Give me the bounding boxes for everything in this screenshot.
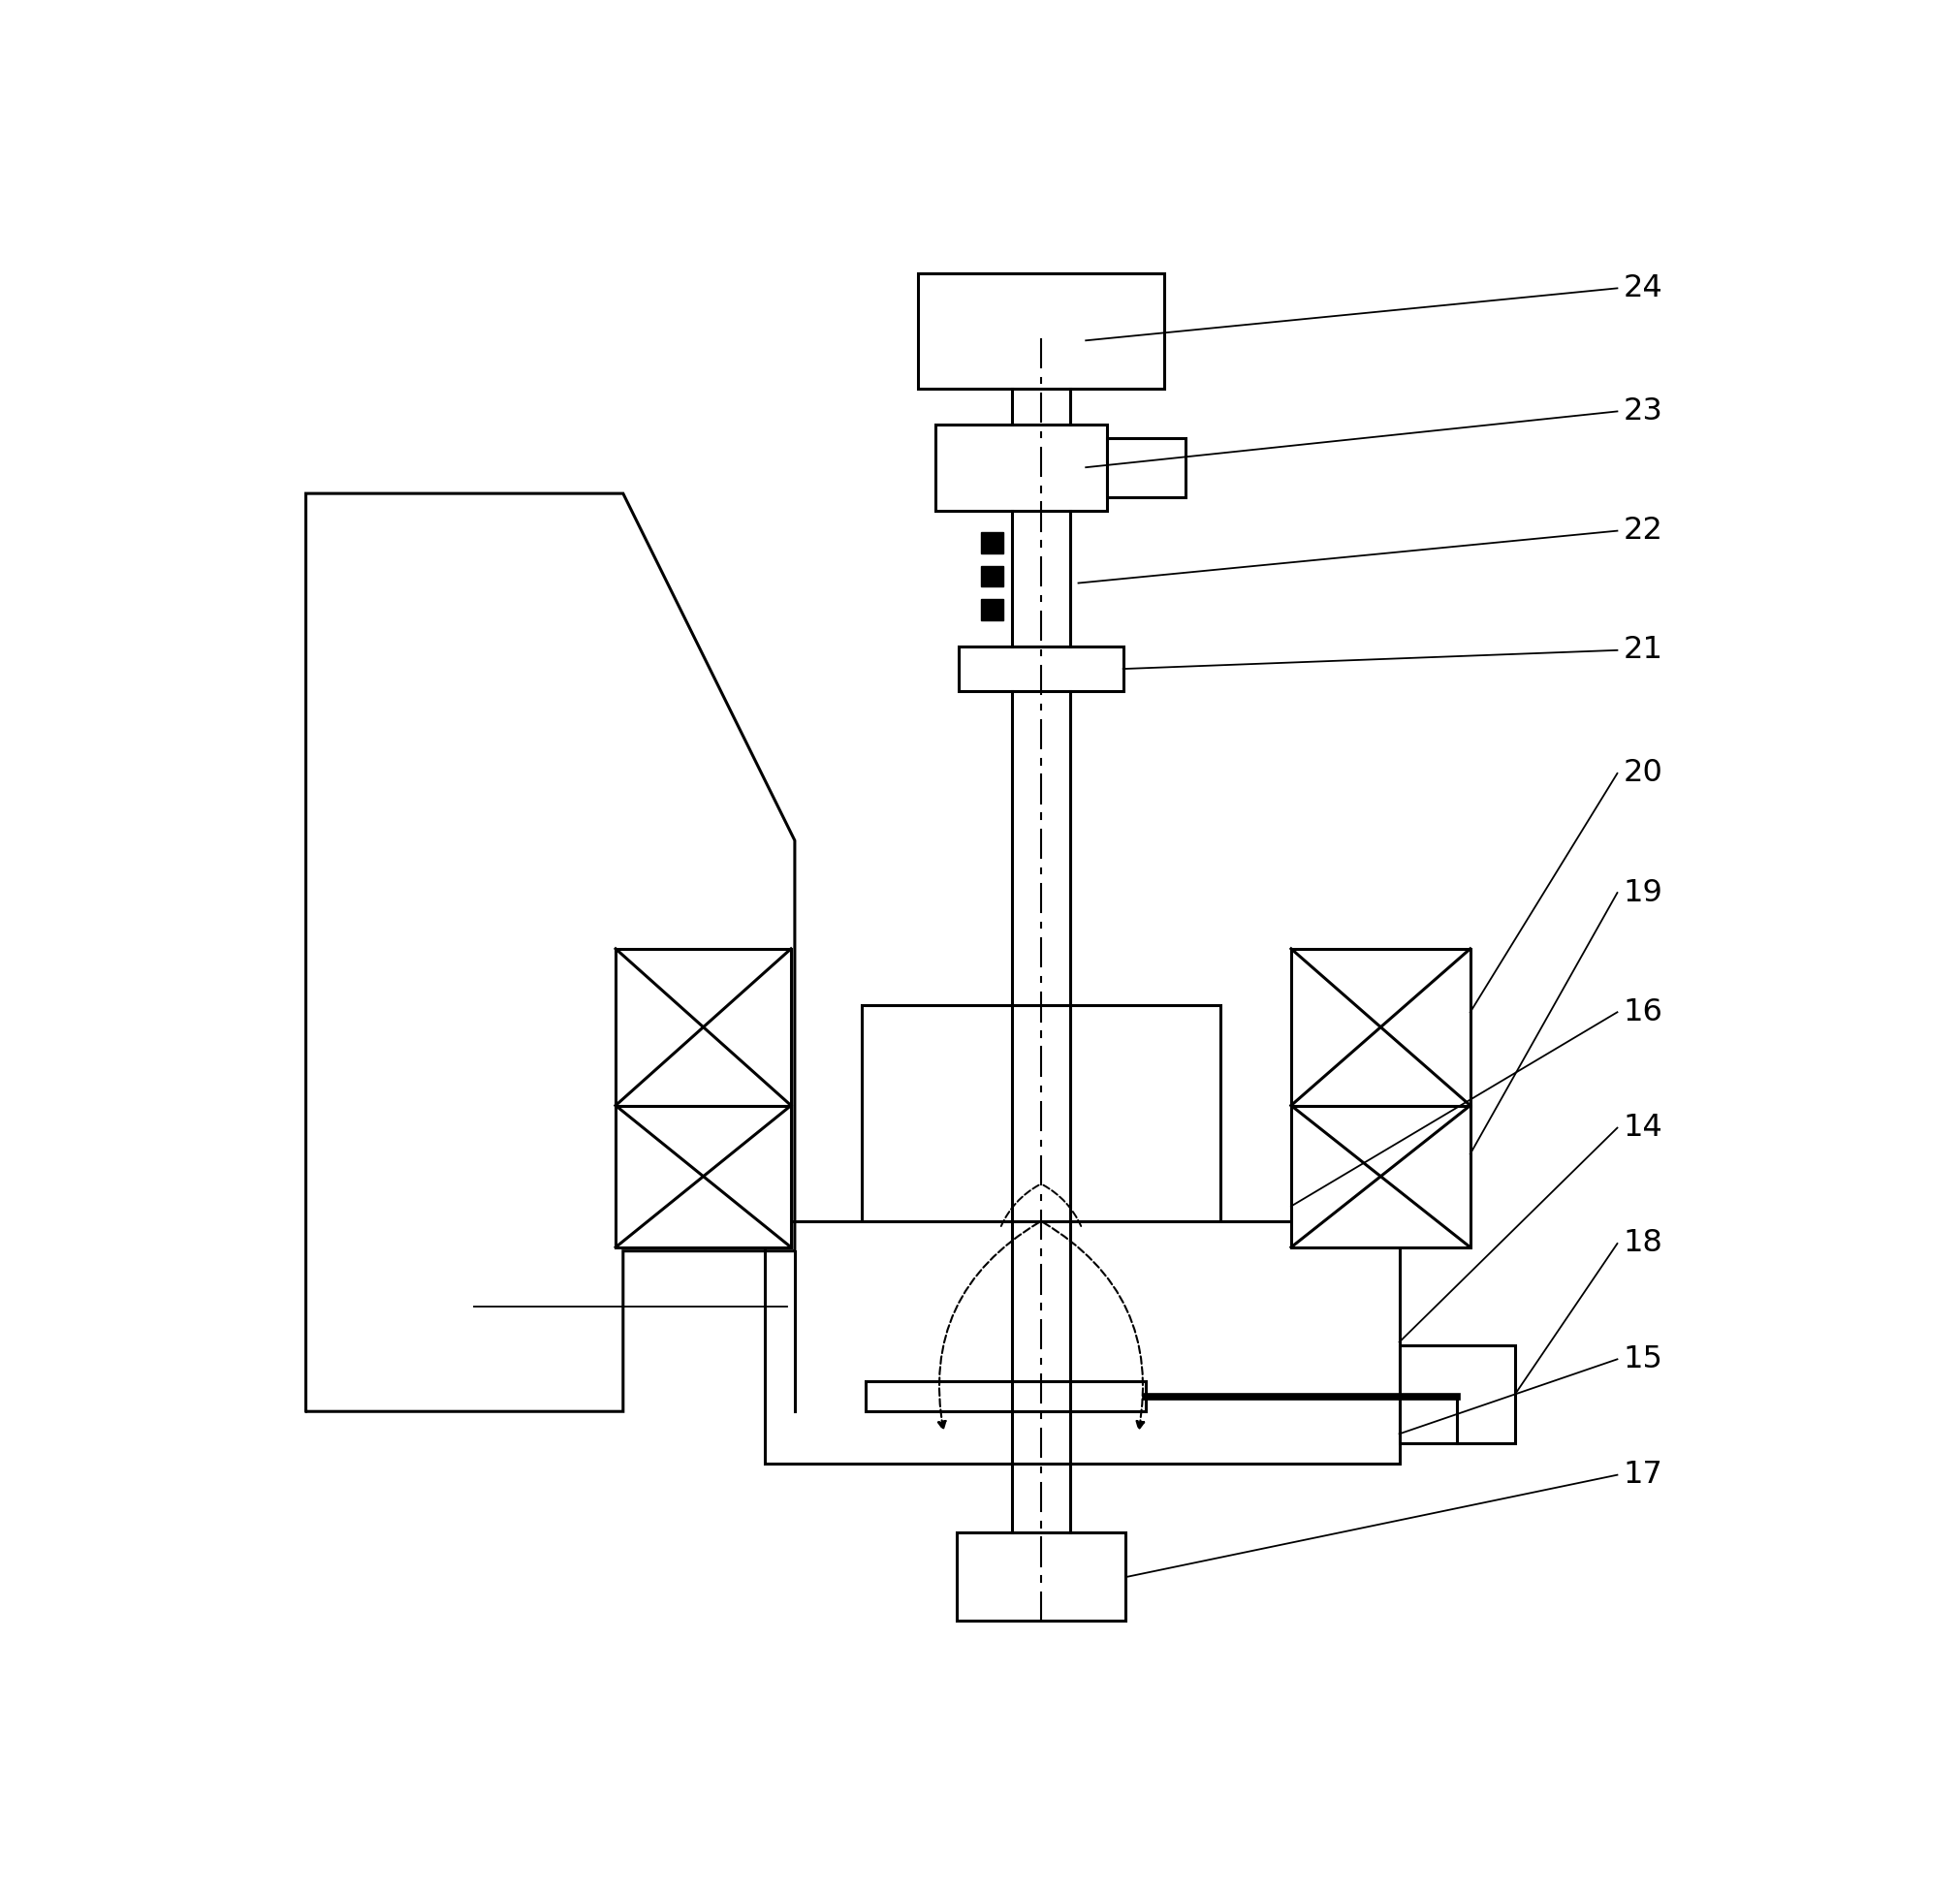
Bar: [615, 1105, 792, 1247]
Bar: [1399, 1345, 1515, 1444]
Bar: [1292, 1105, 1470, 1247]
Bar: [980, 532, 1004, 552]
Text: 17: 17: [1623, 1461, 1662, 1489]
Bar: [862, 1005, 1221, 1220]
Text: 14: 14: [1623, 1112, 1662, 1143]
Bar: [956, 1533, 1125, 1620]
Text: 16: 16: [1623, 997, 1662, 1027]
Text: 22: 22: [1623, 517, 1662, 545]
Bar: [980, 566, 1004, 587]
Bar: [764, 1220, 1399, 1464]
Bar: [866, 1381, 1145, 1411]
Text: 21: 21: [1623, 636, 1662, 666]
Text: 15: 15: [1623, 1343, 1662, 1374]
Bar: [1107, 437, 1186, 498]
Bar: [935, 426, 1107, 511]
Text: 19: 19: [1623, 878, 1662, 908]
Text: 23: 23: [1623, 395, 1662, 426]
Text: 20: 20: [1623, 759, 1662, 789]
Bar: [615, 948, 792, 1105]
Bar: [980, 600, 1004, 621]
Bar: [917, 272, 1164, 390]
Bar: [1292, 948, 1470, 1105]
Text: 24: 24: [1623, 272, 1662, 303]
Text: 18: 18: [1623, 1228, 1662, 1258]
Bar: [958, 647, 1123, 691]
